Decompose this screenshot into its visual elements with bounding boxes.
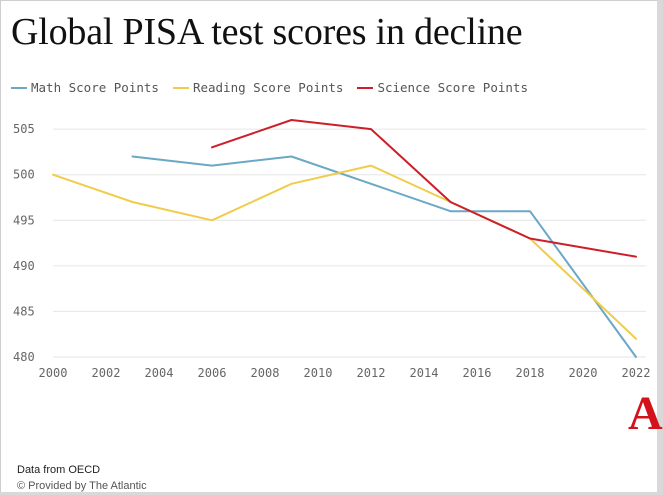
x-tick-label-2002: 2002 bbox=[92, 366, 121, 380]
y-tick-label-480: 480 bbox=[13, 350, 35, 364]
y-tick-label-490: 490 bbox=[13, 259, 35, 273]
y-tick-label-505: 505 bbox=[13, 122, 35, 136]
x-tick-label-2014: 2014 bbox=[410, 366, 439, 380]
series-line-0 bbox=[131, 155, 637, 358]
legend-item-science: Science Score Points bbox=[357, 80, 528, 95]
x-tick-label-2004: 2004 bbox=[145, 366, 174, 380]
series-line-1 bbox=[52, 164, 637, 340]
credit-note: © Provided by The Atlantic bbox=[17, 480, 147, 492]
bottom-edge bbox=[0, 492, 663, 495]
legend-label-science: Science Score Points bbox=[377, 80, 528, 95]
legend-swatch-math bbox=[11, 86, 27, 89]
x-tick-label-2022: 2022 bbox=[622, 366, 651, 380]
chart-legend: Math Score Points Reading Score Points S… bbox=[11, 80, 542, 95]
y-tick-label-485: 485 bbox=[13, 304, 35, 318]
x-tick-label-2000: 2000 bbox=[39, 366, 68, 380]
legend-label-reading: Reading Score Points bbox=[192, 80, 344, 95]
y-tick-label-500: 500 bbox=[13, 168, 35, 182]
scrollbar-track[interactable] bbox=[657, 0, 663, 495]
legend-item-reading: Reading Score Points bbox=[172, 80, 344, 95]
legend-swatch-reading bbox=[172, 86, 189, 89]
source-note: Data from OECD bbox=[17, 464, 101, 476]
x-tick-label-2006: 2006 bbox=[198, 366, 227, 380]
x-tick-label-2008: 2008 bbox=[251, 366, 280, 380]
atlantic-logo: A bbox=[628, 387, 663, 440]
x-tick-label-2018: 2018 bbox=[516, 366, 545, 380]
x-tick-label-2020: 2020 bbox=[569, 366, 598, 380]
legend-item-math: Math Score Points bbox=[11, 80, 159, 95]
x-tick-label-2010: 2010 bbox=[304, 366, 333, 380]
x-tick-label-2016: 2016 bbox=[463, 366, 492, 380]
legend-label-math: Math Score Points bbox=[31, 80, 159, 95]
y-tick-label-495: 495 bbox=[13, 213, 35, 227]
series-line-2 bbox=[211, 119, 637, 258]
chart-title: Global PISA test scores in decline bbox=[11, 11, 523, 53]
legend-swatch-science bbox=[357, 86, 374, 89]
x-tick-label-2012: 2012 bbox=[357, 366, 386, 380]
